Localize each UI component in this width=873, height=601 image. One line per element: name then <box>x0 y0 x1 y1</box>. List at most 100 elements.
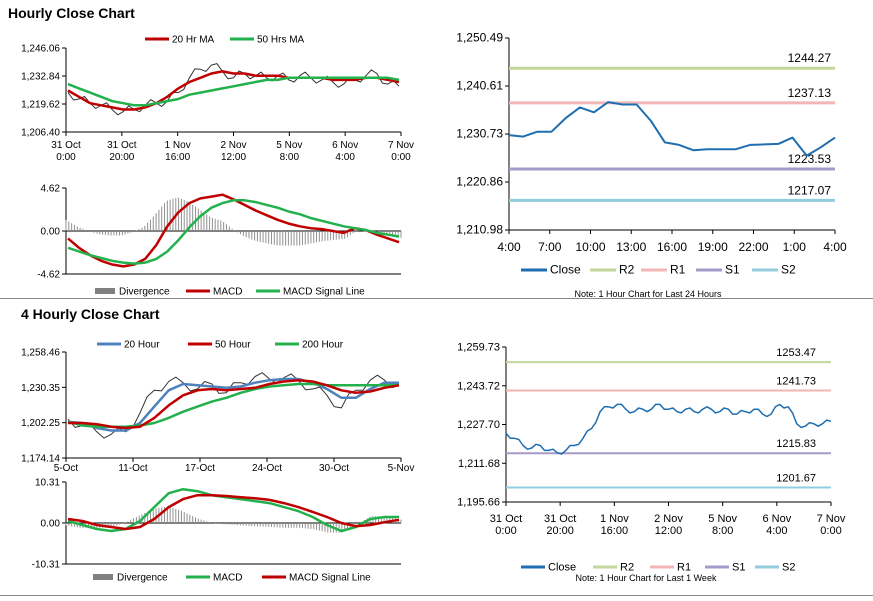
legend-label-s2: S2 <box>782 562 795 574</box>
level-label-s2: 1201.67 <box>776 472 816 484</box>
x-tick-label: 5-Nov <box>388 463 415 474</box>
x-tick-label: 20:00 <box>546 525 574 537</box>
ma50-line <box>67 76 400 107</box>
y-tick-label: 1,227.70 <box>457 419 500 431</box>
legend-label-macd-signal-line: MACD Signal Line <box>289 573 371 584</box>
x-tick-label: 31 Oct <box>544 513 576 525</box>
y-tick-label: 1,211.68 <box>458 458 500 470</box>
level-label-s1: 1223.53 <box>788 152 832 166</box>
level-label-r2: 1244.27 <box>788 51 832 65</box>
signal-line <box>67 493 400 531</box>
x-tick-label: 17-Oct <box>185 463 215 474</box>
x-tick-label: 4:00 <box>823 240 847 254</box>
legend-label-50-hrs-ma: 50 Hrs MA <box>257 35 305 46</box>
level-label-r1: 1237.13 <box>788 86 832 100</box>
legend-label-50-hour: 50 Hour <box>215 340 251 351</box>
x-tick-label: 31 Oct <box>107 140 137 151</box>
ma20-line <box>67 70 400 111</box>
x-tick-label: 16:00 <box>165 152 190 163</box>
x-tick-label: 16:00 <box>601 525 629 537</box>
legend-label-close: Close <box>548 562 576 574</box>
x-tick-label: 5 Nov <box>276 140 302 151</box>
x-tick-label: 5-Oct <box>54 463 79 474</box>
legend-swatch-divergence <box>93 574 113 580</box>
y-tick-label: 1,195.66 <box>457 497 500 509</box>
x-tick-label: 0:00 <box>56 152 76 163</box>
x-tick-label: 1 Nov <box>600 513 629 525</box>
legend-label-divergence: Divergence <box>119 287 170 298</box>
x-tick-label: 8:00 <box>280 152 300 163</box>
hourly-section-title: Hourly Close Chart <box>8 5 135 21</box>
y-tick-label: 1,230.73 <box>456 127 503 141</box>
ma20-line <box>67 377 399 432</box>
level-label-r2: 1253.47 <box>776 347 816 359</box>
y-tick-label: 1,174.14 <box>21 454 60 465</box>
x-tick-label: 7 Nov <box>388 140 414 151</box>
y-tick-label: 1,202.25 <box>21 418 60 429</box>
legend-label-r2: R2 <box>620 562 634 574</box>
y-tick-label: 10.31 <box>35 478 60 489</box>
y-tick-label: 1,220.86 <box>456 175 503 189</box>
x-tick-label: 7:00 <box>538 240 562 254</box>
x-tick-label: 2 Nov <box>654 513 683 525</box>
price-line <box>67 63 400 116</box>
chart-note: Note: 1 Hour Chart for Last 1 Week <box>576 573 717 583</box>
legend-label-r1: R1 <box>677 562 691 574</box>
signal-line <box>67 199 400 265</box>
y-tick-label: 1,246.06 <box>21 44 60 55</box>
x-tick-label: 0:00 <box>495 525 516 537</box>
legend-label-s2: S2 <box>781 263 796 277</box>
x-tick-label: 11-Oct <box>118 463 147 474</box>
x-tick-label: 19:00 <box>698 240 728 254</box>
y-tick-label: 0.00 <box>41 519 61 530</box>
legend-label-close: Close <box>550 263 581 277</box>
legend-label-r2: R2 <box>619 263 635 277</box>
x-tick-label: 8:00 <box>712 525 733 537</box>
level-label-s2: 1217.07 <box>788 183 832 197</box>
legend-label-20-hr-ma: 20 Hr MA <box>172 35 215 46</box>
x-tick-label: 13:00 <box>616 240 646 254</box>
y-tick-label: 0.00 <box>41 227 61 238</box>
legend-label-macd: MACD <box>213 573 242 584</box>
legend-label-macd: MACD <box>213 287 242 298</box>
legend-label-r1: R1 <box>670 263 686 277</box>
level-label-r1: 1241.73 <box>776 376 816 388</box>
x-tick-label: 4:00 <box>335 152 355 163</box>
y-tick-label: 1,230.35 <box>21 383 60 394</box>
y-tick-label: 1,240.61 <box>456 79 503 93</box>
x-tick-label: 12:00 <box>655 525 683 537</box>
x-tick-label: 7 Nov <box>817 513 846 525</box>
close-line <box>508 101 836 157</box>
legend-label-200-hour: 200 Hour <box>302 340 344 351</box>
x-tick-label: 1 Nov <box>165 140 191 151</box>
legend-label-20-hour: 20 Hour <box>124 340 160 351</box>
x-tick-label: 0:00 <box>391 152 411 163</box>
level-label-s1: 1215.83 <box>776 438 816 450</box>
x-tick-label: 6 Nov <box>762 513 791 525</box>
x-tick-label: 10:00 <box>575 240 605 254</box>
y-tick-label: -10.31 <box>32 560 61 571</box>
four-hourly-section-title: 4 Hourly Close Chart <box>21 306 160 322</box>
section-divider <box>0 298 873 299</box>
x-tick-label: 1:00 <box>783 240 807 254</box>
x-tick-label: 16:00 <box>657 240 687 254</box>
close-line <box>505 403 832 455</box>
legend-label-s1: S1 <box>732 562 745 574</box>
x-tick-label: 31 Oct <box>51 140 81 151</box>
y-tick-label: 1,219.62 <box>21 100 60 111</box>
x-tick-label: 22:00 <box>738 240 768 254</box>
legend-label-macd-signal-line: MACD Signal Line <box>283 287 365 298</box>
x-tick-label: 30-Oct <box>319 463 349 474</box>
y-tick-label: 1,258.46 <box>21 348 60 359</box>
x-tick-label: 31 Oct <box>490 513 522 525</box>
x-tick-label: 20:00 <box>109 152 134 163</box>
x-tick-label: 0:00 <box>820 525 841 537</box>
legend-swatch-divergence <box>95 288 115 294</box>
y-tick-label: 1,243.72 <box>457 380 500 392</box>
ma50-line <box>68 378 400 430</box>
x-tick-label: 4:00 <box>497 240 521 254</box>
